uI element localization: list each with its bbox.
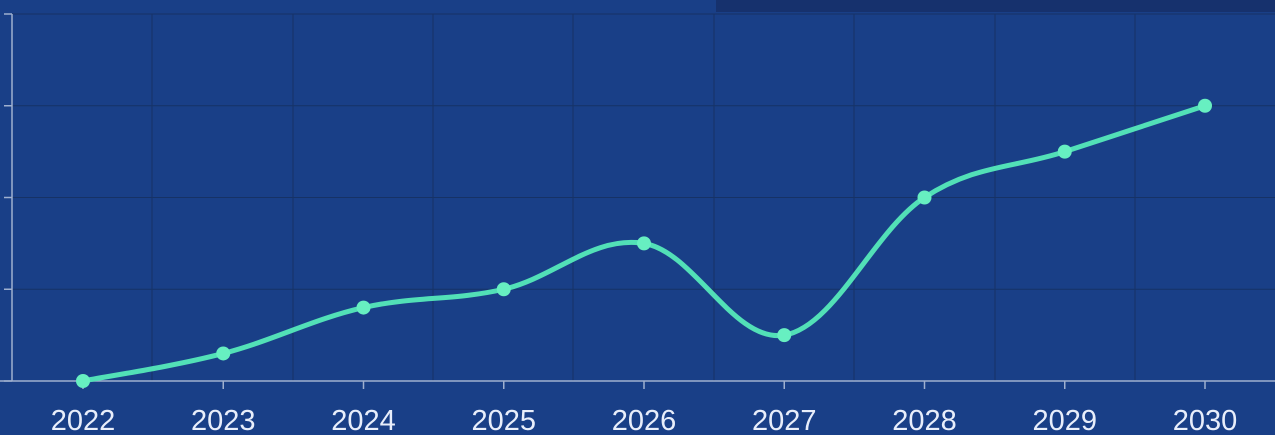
data-point-2027 [777, 328, 792, 343]
x-tick-label-2030: 2030 [1173, 405, 1238, 435]
data-point-2028 [917, 190, 932, 205]
data-point-2023 [216, 346, 231, 361]
series-line [80, 103, 1208, 384]
x-tick-label-2029: 2029 [1032, 405, 1097, 435]
data-point-2022 [76, 374, 90, 388]
data-points [76, 98, 1212, 388]
data-point-2025 [496, 282, 511, 297]
x-tick-label-2025: 2025 [471, 405, 536, 435]
x-tick-label-2023: 2023 [191, 405, 256, 435]
x-tick-label-2024: 2024 [331, 405, 396, 435]
axes [0, 13, 1275, 389]
x-tick-label-2028: 2028 [892, 405, 957, 435]
x-tick-label-2027: 2027 [752, 405, 817, 435]
x-tick-label-2026: 2026 [612, 405, 677, 435]
top-accent-bar [716, 0, 1275, 12]
data-point-2030 [1198, 98, 1212, 113]
grid-lines [12, 13, 1275, 381]
data-point-2029 [1057, 144, 1072, 159]
x-tick-label-2022: 2022 [51, 405, 116, 435]
data-point-2026 [637, 236, 651, 251]
x-tick-labels: 2022 2023 2024 2025 2026 2027 2028 2029 2030 [51, 405, 1238, 435]
data-point-2024 [356, 300, 371, 315]
